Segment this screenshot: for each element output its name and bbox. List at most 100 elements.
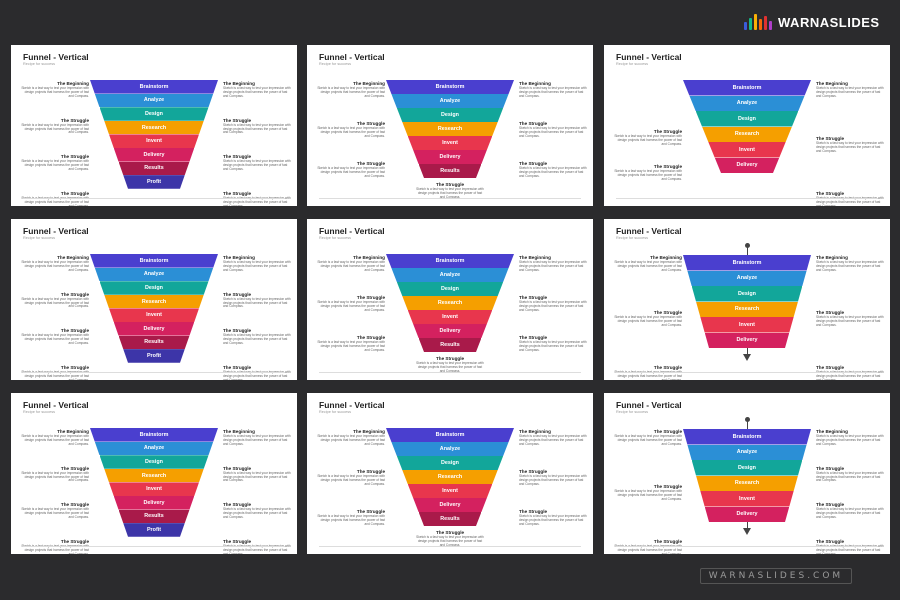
funnel-step-design[interactable]: Design	[100, 281, 209, 295]
text-block-right: The Beginning Sketch is a fast way to tes…	[519, 81, 589, 99]
text-block-heading: The Beginning	[816, 429, 848, 434]
funnel-step-analyze[interactable]: Analyze	[391, 442, 508, 456]
slide[interactable]: Funnel - Vertical Recipe for success Brain…	[307, 219, 593, 380]
funnel-step-design[interactable]: Design	[100, 107, 209, 121]
funnel-step-analyze[interactable]: Analyze	[391, 268, 508, 282]
text-block-body: Sketch is a fast way to test your impres…	[317, 86, 385, 98]
slide[interactable]: Funnel - Vertical Recipe for success Brain…	[307, 45, 593, 206]
funnel-step-invent[interactable]: Invent	[700, 491, 793, 507]
funnel-step-invent[interactable]: Invent	[408, 484, 493, 498]
funnel-step-delivery[interactable]: Delivery	[114, 148, 195, 162]
funnel-step-design[interactable]: Design	[696, 111, 799, 127]
slide[interactable]: Funnel - Vertical Recipe for success Brain…	[11, 219, 297, 380]
funnel-step-results[interactable]: Results	[419, 512, 482, 526]
funnel-step-profit[interactable]: Profit	[123, 349, 185, 363]
funnel-step-delivery[interactable]: Delivery	[114, 496, 195, 510]
site-url[interactable]: WARNASLIDES.COM	[700, 568, 852, 584]
text-block-right: The Struggle Sketch is a fast way to test…	[816, 466, 886, 484]
funnel-step-design[interactable]: Design	[397, 282, 503, 296]
funnel-step-research[interactable]: Research	[696, 302, 798, 318]
text-block-body: Sketch is a fast way to test your impres…	[519, 514, 587, 526]
funnel-step-brainstorm[interactable]: Brainstorm	[386, 80, 514, 94]
text-block-heading: The Beginning	[650, 255, 682, 260]
funnel-step-brainstorm[interactable]: Brainstorm	[90, 428, 218, 442]
funnel-step-research[interactable]: Research	[104, 469, 204, 483]
funnel-step-invent[interactable]: Invent	[700, 317, 793, 333]
funnel-step-delivery[interactable]: Delivery	[114, 322, 195, 336]
funnel-step-invent[interactable]: Invent	[408, 310, 493, 324]
text-block-heading: The Struggle	[60, 465, 89, 471]
slide-subtitle: Recipe for success	[23, 410, 56, 414]
funnel-step-invent[interactable]: Invent	[109, 482, 199, 496]
slide[interactable]: Funnel - Vertical Recipe for success Brain…	[11, 393, 297, 554]
slide[interactable]: Funnel - Vertical Recipe for success Brain…	[307, 393, 593, 554]
funnel-step-analyze[interactable]: Analyze	[95, 268, 214, 282]
slide-title: Funnel - Vertical	[616, 52, 682, 62]
funnel-step-delivery[interactable]: Delivery	[705, 333, 790, 349]
funnel-step-analyze[interactable]: Analyze	[689, 96, 804, 112]
funnel-step-analyze[interactable]: Analyze	[687, 445, 806, 461]
text-block-right: The Beginning Sketch is a fast way to tes…	[816, 429, 886, 447]
text-block-body: Sketch is a fast way to test your impres…	[816, 434, 884, 446]
funnel-step-delivery[interactable]: Delivery	[715, 158, 780, 174]
funnel-step-brainstorm[interactable]: Brainstorm	[386, 428, 514, 442]
funnel-step-analyze[interactable]: Analyze	[95, 442, 214, 456]
text-block-left: The Struggle Sketch is a fast way to test…	[612, 164, 682, 182]
slide[interactable]: Funnel - Vertical Recipe for success Brain…	[604, 393, 890, 554]
funnel-step-research[interactable]: Research	[702, 127, 792, 143]
funnel-step-brainstorm[interactable]: Brainstorm	[683, 80, 811, 96]
funnel-step-brainstorm[interactable]: Brainstorm	[683, 255, 811, 271]
funnel-step-delivery[interactable]: Delivery	[413, 150, 487, 164]
funnel-step-brainstorm[interactable]: Brainstorm	[90, 80, 218, 94]
text-block-right: The Struggle Sketch is a fast way to test…	[816, 136, 886, 154]
funnel-step-brainstorm[interactable]: Brainstorm	[683, 429, 811, 445]
funnel-step-invent[interactable]: Invent	[109, 134, 199, 148]
funnel-step-design[interactable]: Design	[100, 455, 209, 469]
brand-name: WARNASLIDES	[778, 14, 880, 30]
funnel-step-results[interactable]: Results	[119, 336, 190, 350]
text-block-bottom: The Struggle Sketch is a fast way to test…	[415, 530, 485, 548]
funnel-step-results[interactable]: Results	[419, 164, 482, 178]
text-block-heading: The Struggle	[519, 295, 548, 300]
text-block-heading: The Struggle	[60, 191, 89, 196]
slide-subtitle: Recipe for success	[319, 410, 352, 414]
funnel-step-brainstorm[interactable]: Brainstorm	[386, 254, 514, 268]
funnel-step-research[interactable]: Research	[402, 470, 497, 484]
funnel-step-research[interactable]: Research	[104, 295, 204, 309]
funnel-step-research[interactable]: Research	[402, 296, 497, 310]
slide[interactable]: Funnel - Vertical Recipe for success Brain…	[11, 45, 297, 206]
slide[interactable]: Funnel - Vertical Recipe for success Brain…	[604, 45, 890, 206]
funnel-step-analyze[interactable]: Analyze	[391, 94, 508, 108]
text-block-left: The Beginning Sketch is a fast way to tes…	[315, 255, 385, 273]
funnel-step-design[interactable]: Design	[692, 286, 803, 302]
funnel-step-research[interactable]: Research	[696, 476, 798, 492]
funnel-step-research[interactable]: Research	[104, 121, 204, 135]
funnel-step-invent[interactable]: Invent	[109, 308, 199, 322]
slide-footer	[319, 546, 581, 550]
funnel-step-invent[interactable]: Invent	[408, 136, 493, 150]
slide-title: Funnel - Vertical	[319, 400, 385, 410]
funnel-step-profit[interactable]: Profit	[123, 175, 185, 189]
funnel-step-design[interactable]: Design	[692, 460, 803, 476]
slide[interactable]: Funnel - Vertical Recipe for success Brain…	[604, 219, 890, 380]
funnel-step-design[interactable]: Design	[397, 108, 503, 122]
text-block-body: Sketch is a fast way to test your impres…	[614, 434, 682, 446]
text-block-body: Sketch is a fast way to test your impres…	[519, 260, 587, 272]
funnel-step-results[interactable]: Results	[119, 510, 190, 524]
text-block-left: The Struggle Sketch is a fast way to test…	[315, 469, 385, 487]
funnel-step-delivery[interactable]: Delivery	[705, 507, 790, 523]
funnel-step-delivery[interactable]: Delivery	[413, 324, 487, 338]
funnel-step-results[interactable]: Results	[419, 338, 482, 352]
funnel-step-delivery[interactable]: Delivery	[413, 498, 487, 512]
funnel-step-invent[interactable]: Invent	[708, 142, 785, 158]
funnel-step-analyze[interactable]: Analyze	[687, 271, 806, 287]
text-block-left: The Beginning Sketch is a fast way to tes…	[315, 429, 385, 447]
funnel-step-profit[interactable]: Profit	[123, 523, 185, 537]
funnel-step-analyze[interactable]: Analyze	[95, 94, 214, 108]
funnel-step-research[interactable]: Research	[402, 122, 497, 136]
text-block-body: Sketch is a fast way to test your impres…	[519, 126, 587, 138]
text-block-heading: The Struggle	[356, 161, 385, 166]
funnel-step-results[interactable]: Results	[119, 162, 190, 176]
funnel-step-design[interactable]: Design	[397, 456, 503, 470]
funnel-step-brainstorm[interactable]: Brainstorm	[90, 254, 218, 268]
